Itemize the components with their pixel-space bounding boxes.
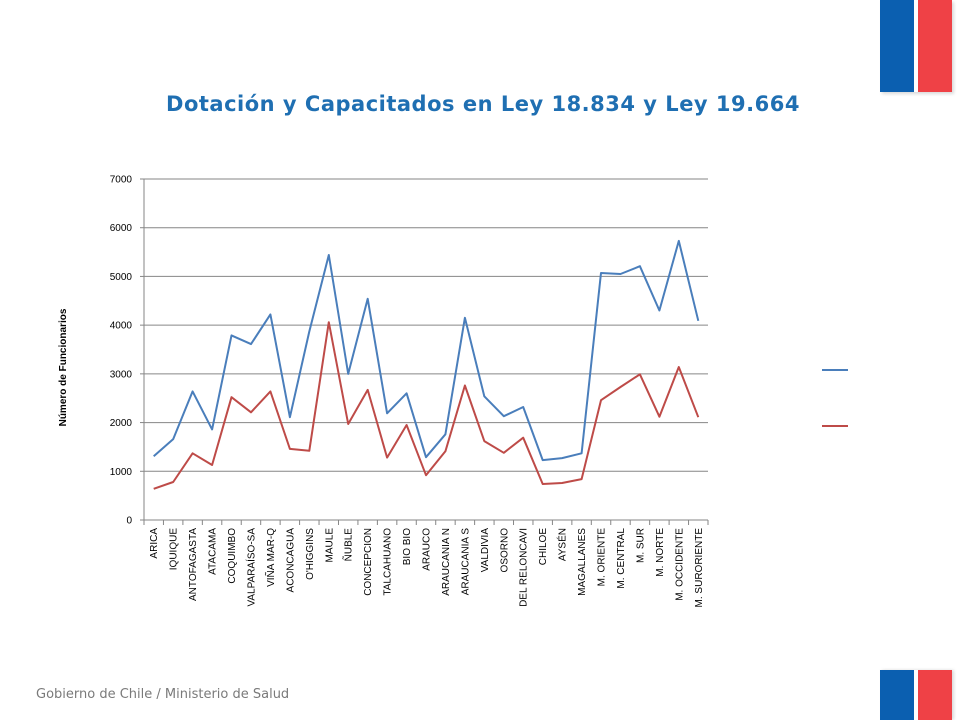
- x-tick-label: TALCAHUANO: [383, 528, 394, 596]
- series-line-1: [153, 239, 700, 462]
- x-tick-label: O'HIGGINS: [305, 528, 316, 580]
- x-tick-label: IQUIQUE: [169, 528, 180, 571]
- x-tick-label: M. NORTE: [655, 528, 666, 577]
- x-tick-label: VALDIVIA: [480, 528, 491, 573]
- x-tick-label: MAULE: [324, 528, 335, 563]
- y-tick-label: 2000: [110, 418, 133, 429]
- x-tick-label: ARAUCANIA S: [460, 528, 471, 596]
- chart-title: Dotación y Capacitados en Ley 18.834 y L…: [166, 92, 800, 116]
- x-tick-label: OSORNO: [499, 528, 510, 573]
- x-tick-label: ACONCAGUA: [285, 528, 296, 593]
- x-tick-label: M. ORIENTE: [597, 528, 608, 587]
- x-tick-label: ANTOFAGASTA: [188, 528, 199, 601]
- x-tick-label: COQUIMBO: [227, 528, 238, 584]
- x-tick-label: M. OCCIDENTE: [674, 528, 685, 601]
- y-tick-label: 4000: [110, 321, 133, 332]
- x-tick-label: ÑUBLE: [342, 528, 355, 562]
- y-tick-label: 1000: [110, 467, 133, 478]
- x-tick-label: ARAUCANIA N: [441, 528, 452, 596]
- footer-text: Gobierno de Chile / Ministerio de Salud: [36, 687, 290, 702]
- y-axis-title: Número de Funcionarios: [58, 308, 69, 426]
- x-tick-label: M. SURORIENTE: [694, 528, 705, 608]
- y-tick-label: 5000: [110, 272, 133, 283]
- flag-logo-bottom: [880, 670, 952, 720]
- flag-logo-top: [880, 0, 952, 92]
- x-tick-label: MAGALLANES: [577, 528, 588, 596]
- x-tick-label: ARAUCO: [422, 528, 433, 571]
- x-tick-label: BIO BIO: [402, 528, 413, 565]
- x-tick-label: CHILOE: [538, 528, 549, 566]
- x-tick-label: AYSÉN: [556, 528, 569, 561]
- x-tick-label: ARICA: [149, 528, 160, 559]
- x-tick-label: M. CENTRAL: [616, 528, 627, 589]
- x-tick-label: DEL RELONCAVI: [519, 528, 530, 607]
- x-tick-label: VALPARAÍSO-SA: [244, 528, 257, 607]
- y-tick-label: 6000: [110, 223, 133, 234]
- x-tick-label: VIÑA MAR-Q: [264, 528, 277, 587]
- y-tick-label: 7000: [110, 175, 133, 186]
- x-tick-label: ATACAMA: [208, 528, 219, 575]
- y-tick-label: 0: [126, 516, 132, 527]
- series-line-2: [153, 321, 700, 490]
- x-tick-label: CONCEPCION: [363, 528, 374, 596]
- x-tick-label: M. SUR: [635, 528, 646, 563]
- y-tick-label: 3000: [110, 369, 133, 380]
